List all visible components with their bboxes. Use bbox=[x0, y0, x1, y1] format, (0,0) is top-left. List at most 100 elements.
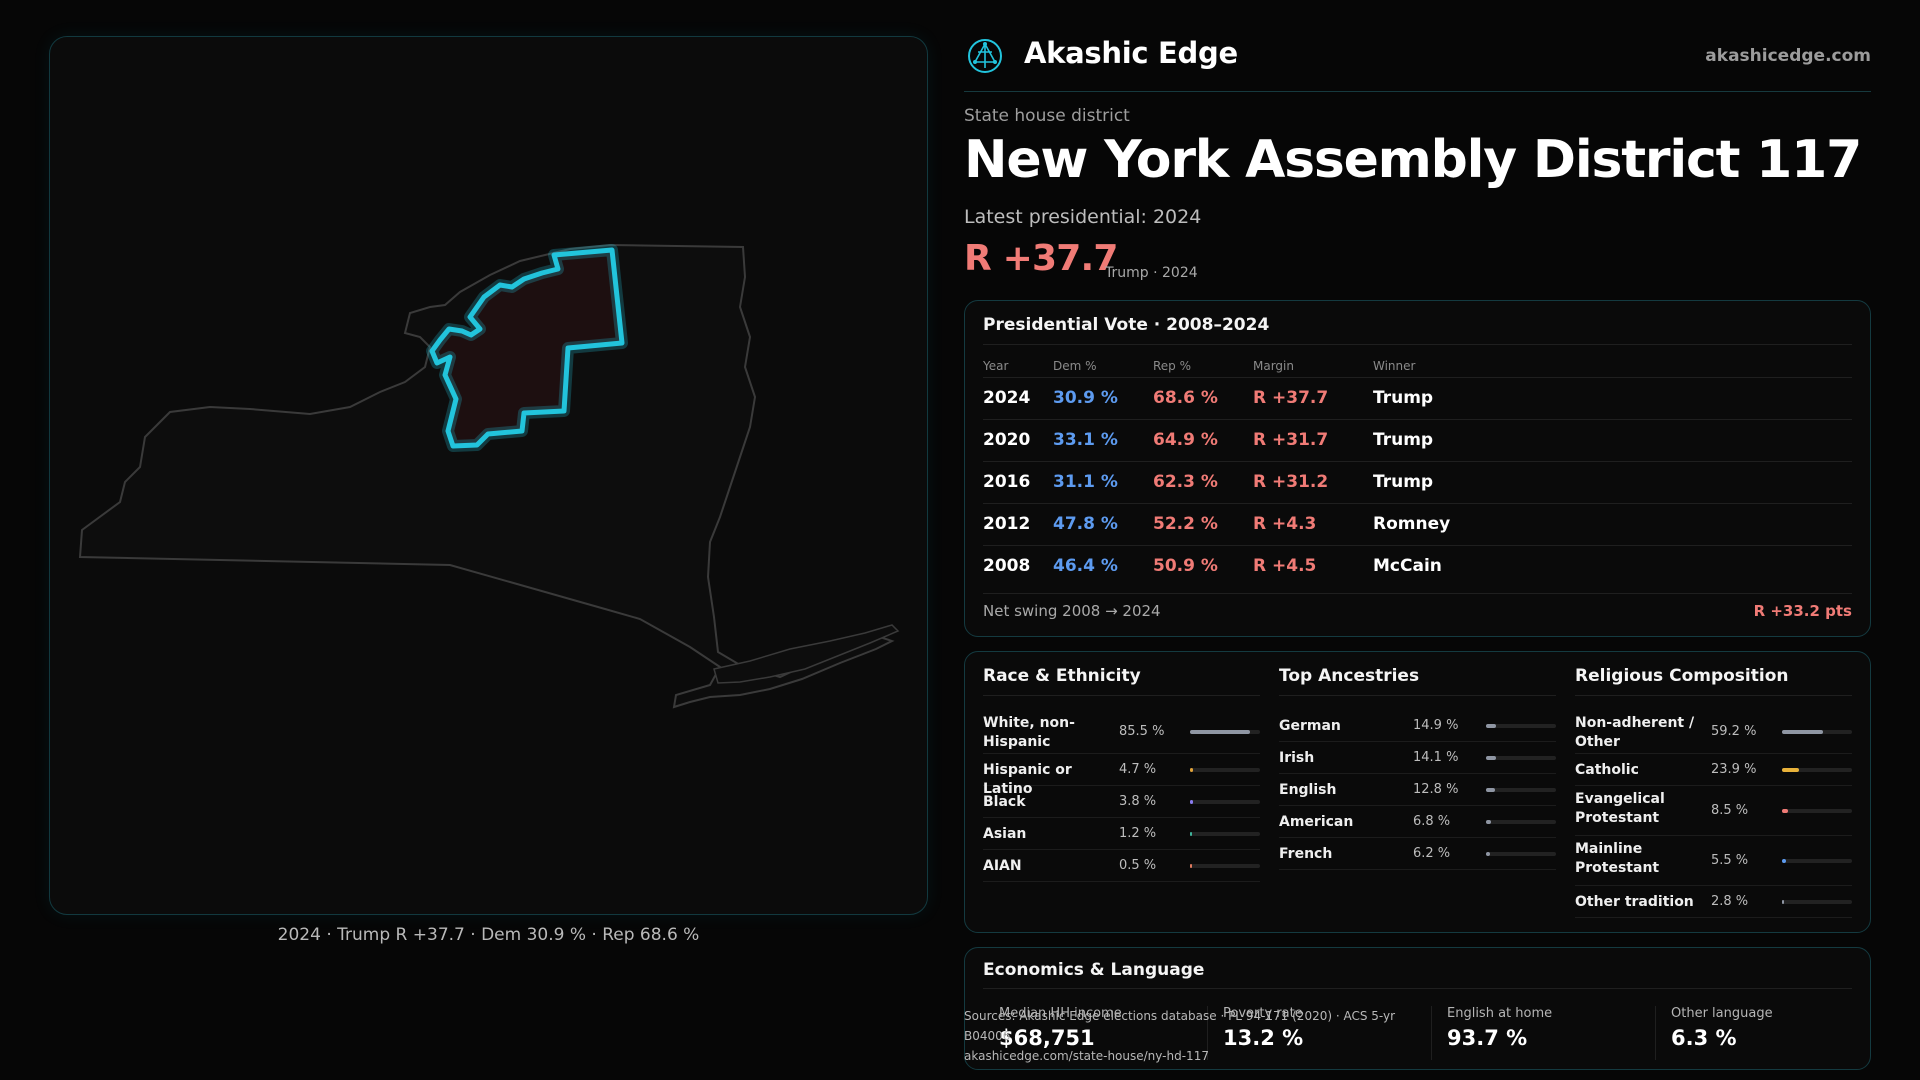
table-row: 2024 30.9 % 68.6 % R +37.7 Trump bbox=[983, 377, 1852, 419]
econ-cell: Median HH income $68,751 bbox=[999, 1006, 1122, 1050]
item-value: 0.5 % bbox=[1119, 858, 1157, 873]
list-item: French 6.2 % bbox=[1279, 838, 1556, 870]
list-item: American 6.8 % bbox=[1279, 806, 1556, 838]
demographics-card: Race & Ethnicity White, non-Hispanic 85.5… bbox=[964, 651, 1871, 933]
economics-language-card: Economics & Language Median HH income $6… bbox=[964, 947, 1871, 1070]
item-label: Mainline Protestant bbox=[1575, 841, 1660, 876]
bar-track bbox=[1190, 832, 1260, 836]
table-header: Year Dem % Rep % Margin Winner bbox=[983, 351, 1852, 377]
table-row: 2016 31.1 % 62.3 % R +31.2 Trump bbox=[983, 461, 1852, 503]
econ-cell: Other language 6.3 % bbox=[1671, 1006, 1773, 1050]
presidential-vote-card: Presidential Vote · 2008–2024 Year Dem %… bbox=[964, 300, 1871, 637]
list-item: English 12.8 % bbox=[1279, 774, 1556, 806]
bar-fill bbox=[1782, 730, 1823, 734]
item-label: French bbox=[1279, 846, 1333, 862]
col-year: Year bbox=[983, 359, 1009, 373]
item-value: 6.2 % bbox=[1413, 846, 1451, 861]
bar-fill bbox=[1782, 859, 1786, 863]
item-label: Evangelical Protestant bbox=[1575, 791, 1665, 826]
list-item: German 14.9 % bbox=[1279, 710, 1556, 742]
item-label: German bbox=[1279, 718, 1341, 734]
district-type: State house district bbox=[964, 106, 1130, 126]
state-outline bbox=[78, 243, 895, 709]
map-caption: 2024 · Trump R +37.7 · Dem 30.9 % · Rep … bbox=[277, 925, 700, 945]
brand-url-link[interactable]: akashicedge.com bbox=[1705, 46, 1871, 66]
econ-cell: Poverty rate 13.2 % bbox=[1223, 1006, 1304, 1050]
item-label: AIAN bbox=[983, 858, 1022, 874]
source-url-link[interactable]: akashicedge.com/state-house/ny-hd-117 bbox=[964, 1049, 1209, 1063]
race-ethnicity-section: Race & Ethnicity White, non-Hispanic 85.5… bbox=[983, 652, 1260, 934]
bar-fill bbox=[1486, 852, 1490, 856]
top-ancestries-title: Top Ancestries bbox=[1279, 666, 1420, 686]
bar-track bbox=[1782, 730, 1852, 734]
list-item: Other tradition 2.8 % bbox=[1575, 886, 1852, 918]
col-rep: Rep % bbox=[1153, 359, 1192, 373]
bar-track bbox=[1190, 768, 1260, 772]
economics-language-title: Economics & Language bbox=[983, 960, 1205, 980]
item-label: Catholic bbox=[1575, 762, 1639, 778]
item-value: 59.2 % bbox=[1711, 724, 1757, 739]
bar-fill bbox=[1782, 809, 1788, 813]
item-value: 5.5 % bbox=[1711, 853, 1749, 868]
net-swing-row: Net swing 2008 → 2024 R +33.2 pts bbox=[983, 593, 1852, 623]
bar-fill bbox=[1190, 832, 1192, 836]
item-label: White, non-Hispanic bbox=[983, 715, 1075, 750]
bar-fill bbox=[1190, 800, 1193, 804]
religious-composition-title: Religious Composition bbox=[1575, 666, 1789, 686]
list-item: Irish 14.1 % bbox=[1279, 742, 1556, 774]
bar-track bbox=[1190, 800, 1260, 804]
net-swing-label: Net swing 2008 → 2024 bbox=[983, 602, 1161, 620]
item-value: 2.8 % bbox=[1711, 894, 1749, 909]
district-map-svg bbox=[78, 243, 900, 709]
item-label: Non-adherent / Other bbox=[1575, 715, 1695, 750]
bar-fill bbox=[1782, 900, 1784, 904]
latest-presidential-label: Latest presidential: 2024 bbox=[964, 206, 1202, 228]
race-ethnicity-title: Race & Ethnicity bbox=[983, 666, 1141, 686]
district-glow bbox=[426, 244, 628, 452]
bar-track bbox=[1486, 788, 1556, 792]
bar-track bbox=[1782, 900, 1852, 904]
item-label: English bbox=[1279, 782, 1337, 798]
list-item: Catholic 23.9 % bbox=[1575, 754, 1852, 786]
bar-fill bbox=[1486, 820, 1491, 824]
bar-track bbox=[1190, 864, 1260, 868]
page-title: New York Assembly District 117 bbox=[964, 130, 1862, 190]
item-value: 23.9 % bbox=[1711, 762, 1757, 777]
item-label: Black bbox=[983, 794, 1026, 810]
latest-margin: R +37.7 bbox=[964, 238, 1118, 279]
brand-name: Akashic Edge bbox=[1024, 36, 1238, 70]
bar-fill bbox=[1190, 768, 1193, 772]
bar-track bbox=[1486, 724, 1556, 728]
source-line: Sources: Akashic Edge elections database… bbox=[964, 1009, 1396, 1043]
table-row: 2012 47.8 % 52.2 % R +4.3 Romney bbox=[983, 503, 1852, 545]
bar-track bbox=[1782, 768, 1852, 772]
item-value: 6.8 % bbox=[1413, 814, 1451, 829]
item-value: 4.7 % bbox=[1119, 762, 1157, 777]
district-map[interactable] bbox=[49, 36, 928, 915]
list-item: AIAN 0.5 % bbox=[983, 850, 1260, 882]
item-value: 3.8 % bbox=[1119, 794, 1157, 809]
geodesic-node-icon bbox=[968, 39, 1002, 73]
item-label: Hispanic or Latino bbox=[983, 762, 1072, 797]
latest-margin-sub: Trump · 2024 bbox=[1105, 265, 1198, 281]
long-island-outline bbox=[713, 624, 900, 684]
item-value: 12.8 % bbox=[1413, 782, 1459, 797]
item-value: 14.1 % bbox=[1413, 750, 1459, 765]
bar-fill bbox=[1190, 864, 1192, 868]
list-item: Mainline Protestant 5.5 % bbox=[1575, 836, 1852, 886]
bar-track bbox=[1190, 730, 1260, 734]
bar-track bbox=[1486, 820, 1556, 824]
item-label: Asian bbox=[983, 826, 1027, 842]
list-item: Asian 1.2 % bbox=[983, 818, 1260, 850]
source-note: Sources: Akashic Edge elections database… bbox=[964, 1006, 1434, 1066]
religious-composition-section: Religious Composition Non-adherent / Oth… bbox=[1575, 652, 1852, 934]
bar-track bbox=[1486, 756, 1556, 760]
col-margin: Margin bbox=[1253, 359, 1294, 373]
list-item: White, non-Hispanic 85.5 % bbox=[983, 710, 1260, 754]
list-item: Evangelical Protestant 8.5 % bbox=[1575, 786, 1852, 836]
col-dem: Dem % bbox=[1053, 359, 1097, 373]
item-value: 1.2 % bbox=[1119, 826, 1157, 841]
top-ancestries-section: Top Ancestries German 14.9 % Irish 14.1 % En… bbox=[1279, 652, 1556, 934]
district-117-shape[interactable] bbox=[429, 247, 625, 449]
bar-fill bbox=[1486, 724, 1496, 728]
